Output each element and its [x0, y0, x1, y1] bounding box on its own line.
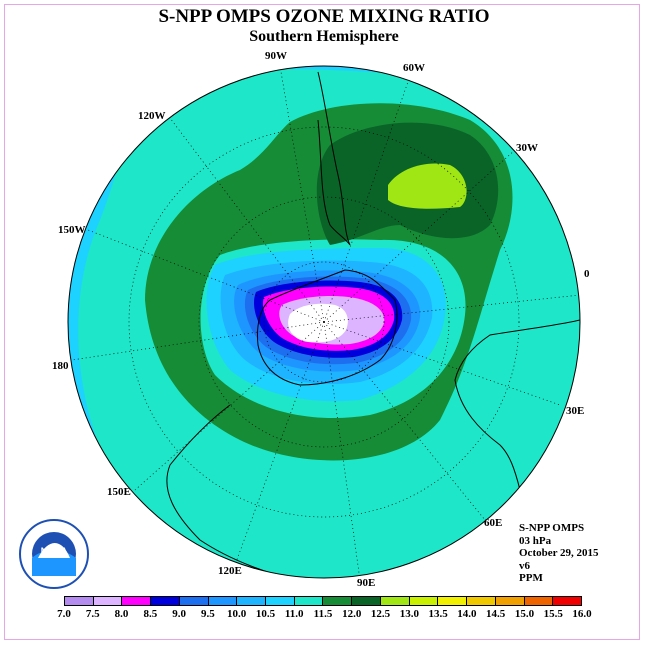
legend-swatch — [179, 597, 209, 605]
legend-swatch — [553, 597, 581, 605]
legend-tick-label: 9.5 — [201, 608, 215, 620]
legend-swatch — [237, 597, 267, 605]
lon-label-60e: 60E — [484, 517, 503, 529]
legend-tick-label: 16.0 — [572, 608, 592, 620]
legend-tick-label: 7.0 — [57, 608, 71, 620]
legend-swatch — [294, 597, 324, 605]
legend-tick-label: 13.0 — [399, 608, 419, 620]
legend-swatch — [65, 597, 94, 605]
legend-swatch — [208, 597, 238, 605]
lon-label-120w: 120W — [138, 110, 166, 122]
legend-swatch — [409, 597, 439, 605]
legend-tick-label: 12.0 — [342, 608, 362, 620]
legend-swatch — [467, 597, 496, 605]
chart-subtitle: Southern Hemisphere — [249, 28, 399, 45]
legend-swatch — [438, 597, 468, 605]
legend-tick-label: 10.0 — [227, 608, 247, 620]
legend-swatch — [122, 597, 152, 605]
legend-swatch — [93, 597, 123, 605]
legend-tick-label: 15.5 — [543, 608, 563, 620]
lon-label-30w: 30W — [516, 142, 538, 154]
info-version: v6 — [519, 559, 530, 572]
legend-swatch — [380, 597, 410, 605]
legend-tick-label: 14.5 — [486, 608, 506, 620]
legend-swatch — [495, 597, 525, 605]
info-date: October 29, 2015 — [519, 547, 599, 559]
info-level: 03 hPa — [519, 534, 552, 547]
core-white — [288, 303, 348, 343]
lon-label-150w: 150W — [58, 224, 86, 236]
logo-text: NOAA — [41, 546, 68, 556]
legend-tick-label: 13.5 — [428, 608, 448, 620]
coastline-south-america — [317, 71, 351, 246]
coastline-australia — [166, 404, 301, 578]
legend-swatch — [323, 597, 353, 605]
legend-tick-label: 11.5 — [313, 608, 333, 620]
lon-label-60w: 60W — [403, 62, 425, 74]
legend-swatch — [266, 597, 295, 605]
coastline-antarctica — [257, 269, 398, 386]
legend-tick-label: 11.0 — [284, 608, 304, 620]
info-block: S-NPP OMPS 03 hPa October 29, 2015 v6 PP… — [519, 522, 599, 585]
figure-frame — [4, 4, 640, 640]
chart-title: S-NPP OMPS OZONE MIXING RATIO — [158, 6, 490, 27]
noaa-logo: NOAA — [19, 519, 89, 589]
legend-swatch — [352, 597, 381, 605]
legend-swatch — [524, 597, 554, 605]
ozone-field — [68, 66, 580, 578]
legend-tick-label: 10.5 — [255, 608, 276, 620]
coastline-africa — [454, 319, 580, 491]
legend-swatch — [151, 597, 180, 605]
lon-label-90e: 90E — [357, 577, 376, 589]
band-12-5-patch — [388, 163, 467, 209]
legend-tick-label: 9.0 — [172, 608, 186, 620]
legend-tick-label: 14.0 — [457, 608, 477, 620]
lon-label-150e: 150E — [107, 486, 131, 498]
lon-label-90w: 90W — [265, 50, 287, 62]
map-outline — [67, 65, 581, 579]
legend-tick-label: 15.0 — [514, 608, 535, 620]
color-legend-bar — [64, 596, 582, 606]
graticule — [71, 66, 580, 578]
legend-tick-label: 12.5 — [370, 608, 391, 620]
legend-tick-label: 7.5 — [85, 608, 100, 620]
info-instrument: S-NPP OMPS — [519, 522, 585, 534]
info-units: PPM — [519, 572, 543, 584]
legend-tick-label: 8.0 — [114, 608, 129, 620]
lon-label-180: 180 — [52, 360, 69, 372]
legend-tick-label: 8.5 — [143, 608, 158, 620]
lon-label-30e: 30E — [566, 405, 585, 417]
lon-label-120e: 120E — [218, 565, 242, 577]
lon-label-0: 0 — [584, 268, 590, 280]
color-legend-labels: 7.0 7.5 8.0 8.5 9.0 9.5 10.0 10.5 11.0 11.5 12.0 12… — [0, 608, 648, 622]
